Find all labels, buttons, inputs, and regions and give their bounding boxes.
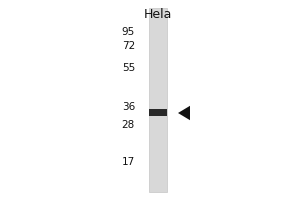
Text: 72: 72 bbox=[122, 41, 135, 51]
Text: 17: 17 bbox=[122, 157, 135, 167]
Bar bbox=[149, 8, 167, 192]
Text: 28: 28 bbox=[122, 120, 135, 130]
Text: Hela: Hela bbox=[144, 8, 172, 21]
Bar bbox=[149, 109, 167, 116]
Text: 95: 95 bbox=[122, 27, 135, 37]
Text: 55: 55 bbox=[122, 63, 135, 73]
Polygon shape bbox=[178, 106, 190, 120]
Text: 36: 36 bbox=[122, 102, 135, 112]
